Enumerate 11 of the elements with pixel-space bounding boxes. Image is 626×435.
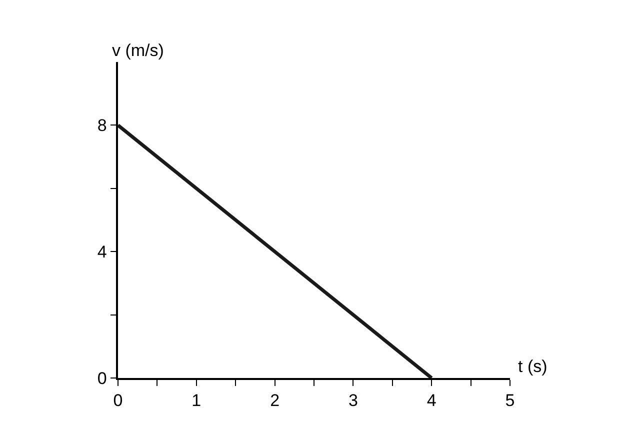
x-tick-label: 4 bbox=[426, 391, 436, 410]
x-axis-title: t (s) bbox=[518, 357, 548, 376]
x-tick-label: 3 bbox=[348, 391, 358, 410]
x-tick-label: 1 bbox=[192, 391, 202, 410]
y-tick-label: 8 bbox=[97, 116, 107, 136]
x-tick-label: 2 bbox=[270, 391, 280, 410]
x-tick-label: 0 bbox=[113, 391, 123, 410]
y-axis-title: v (m/s) bbox=[112, 41, 164, 60]
y-tick-label: 4 bbox=[97, 242, 107, 262]
y-tick-label: 0 bbox=[97, 368, 107, 388]
x-tick-label: 5 bbox=[505, 391, 515, 410]
